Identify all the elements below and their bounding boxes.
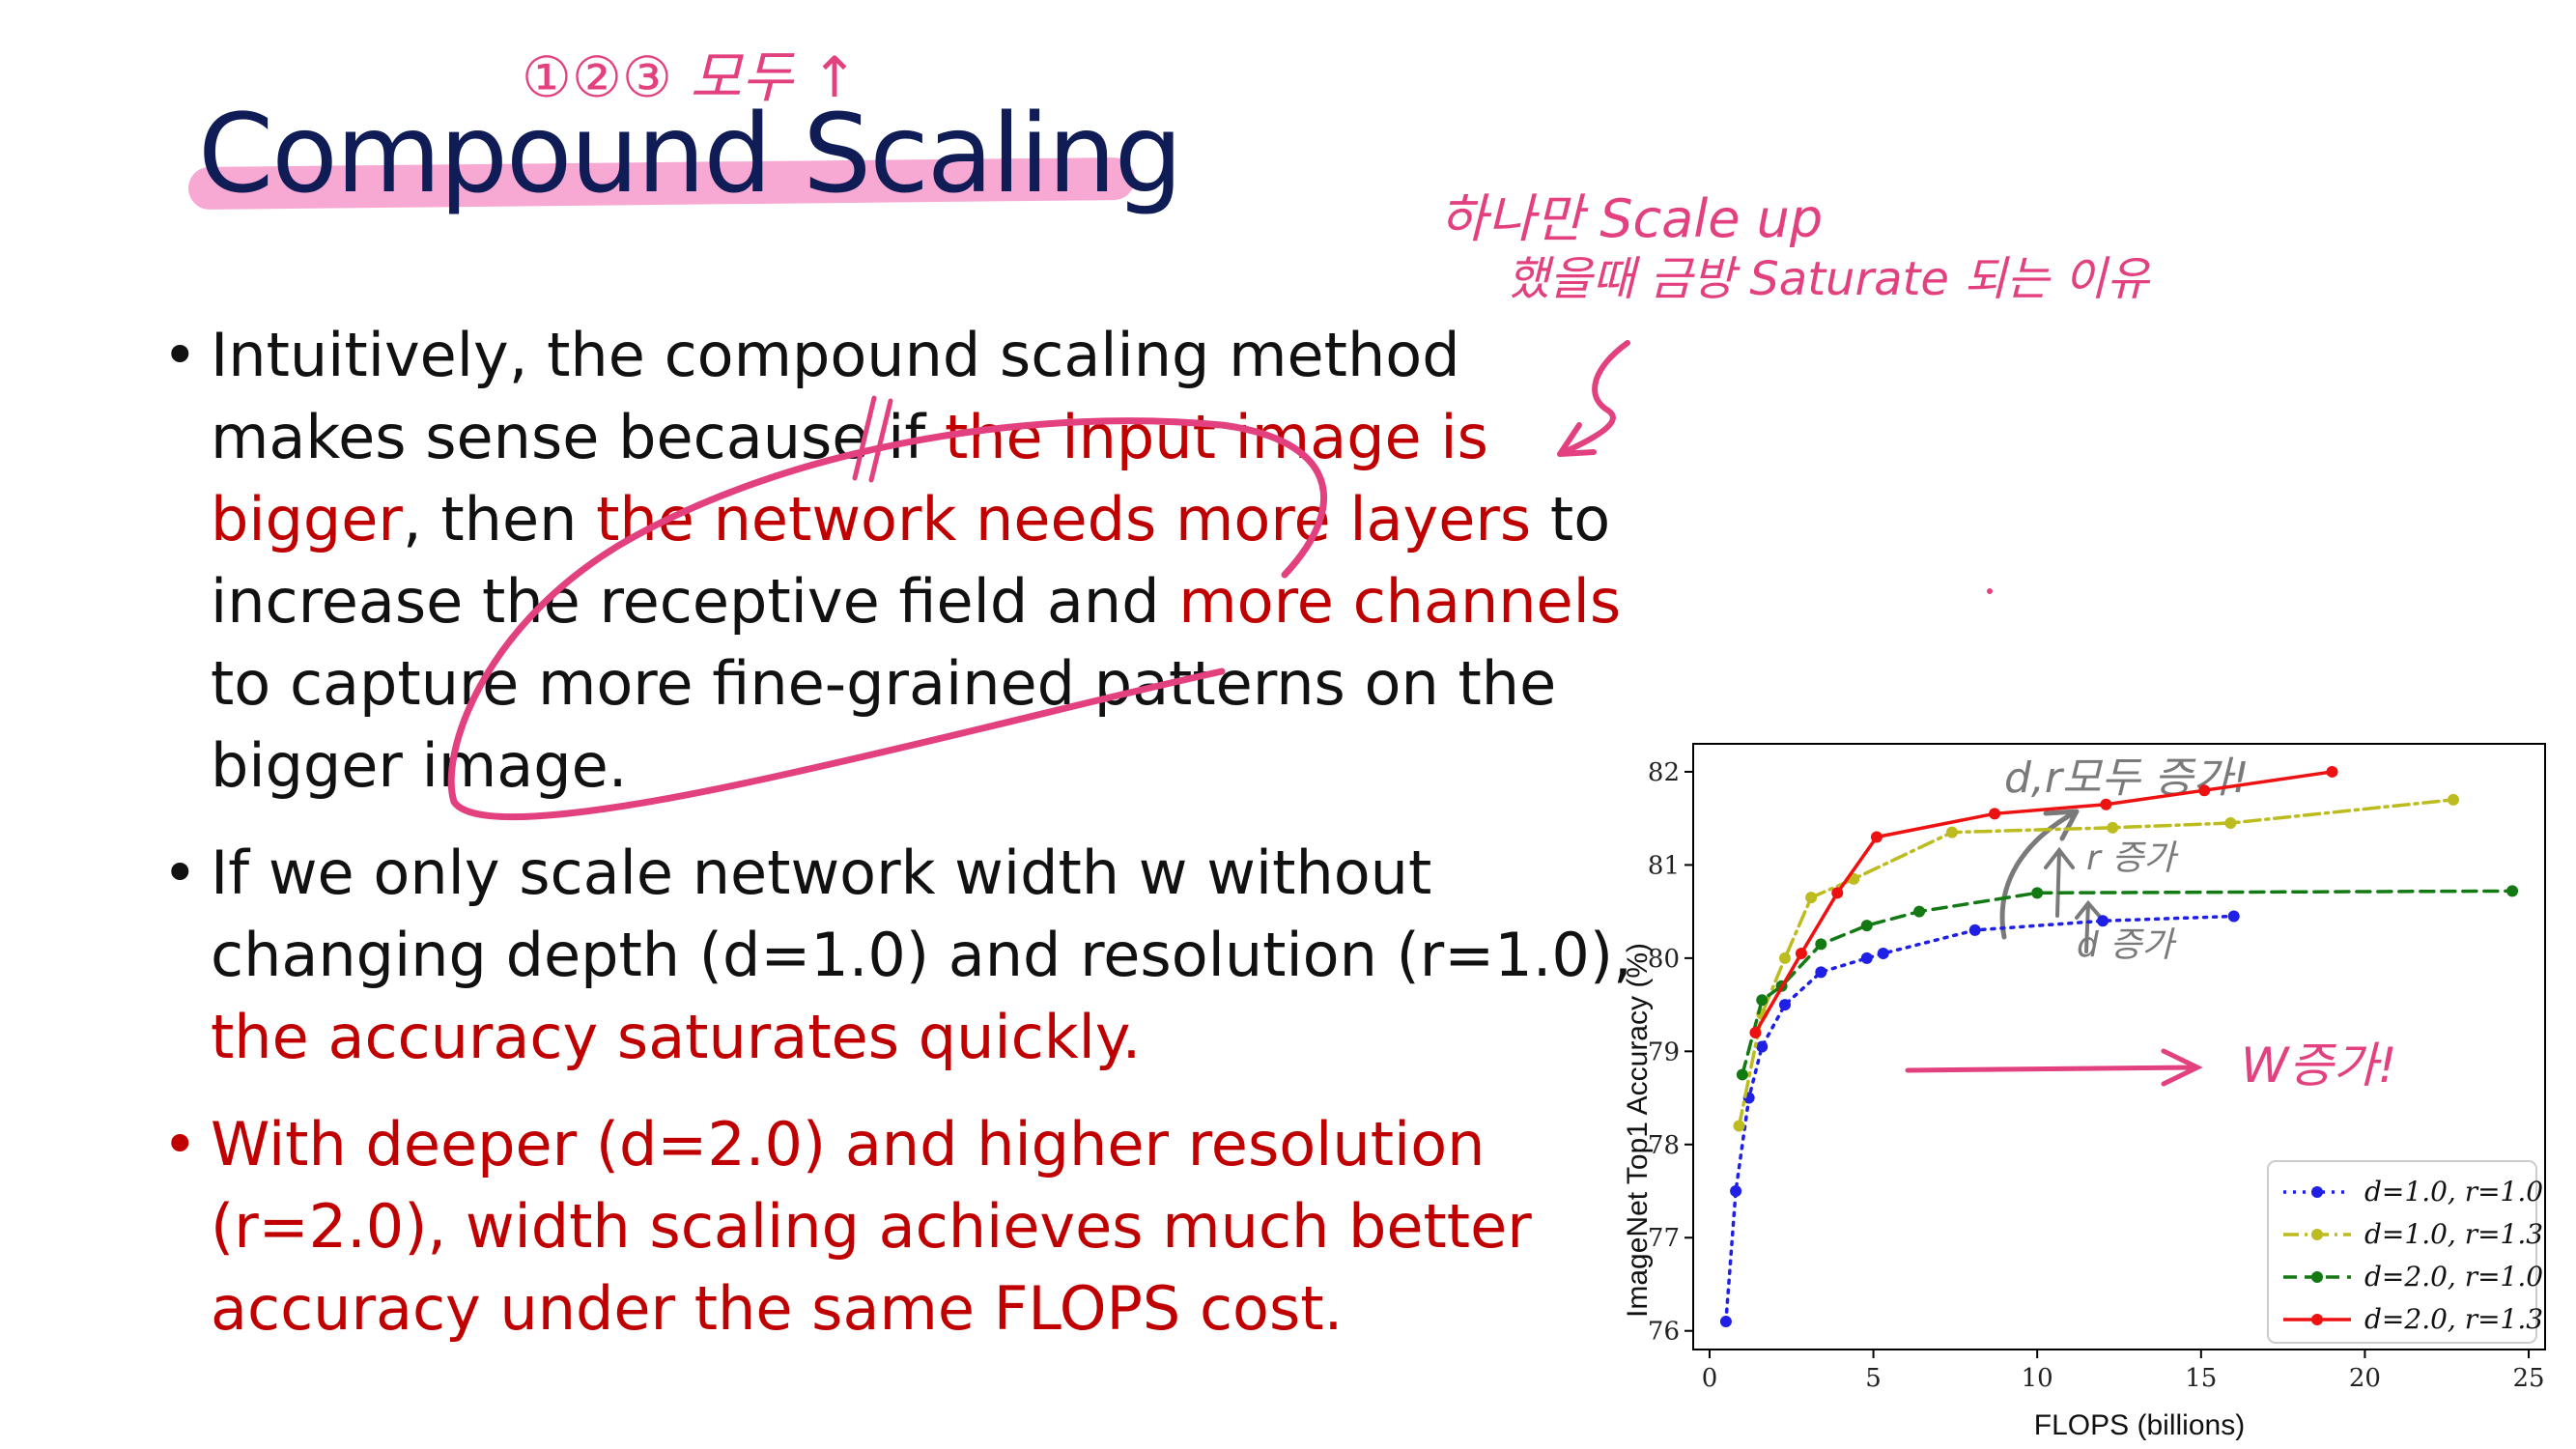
- series-2: [1736, 885, 2519, 1081]
- bullet-dot: •: [162, 838, 198, 908]
- bullet-text-emphasis: more channels: [1178, 566, 1622, 637]
- data-point: [1778, 999, 1791, 1011]
- data-point: [1968, 923, 1981, 936]
- y-tick-label: 79: [1648, 1037, 1680, 1066]
- data-point: [2326, 765, 2338, 778]
- bullet-item-intuition: • Intuitively, the compound scaling meth…: [155, 314, 1661, 807]
- legend-swatch-marker: [2311, 1314, 2323, 1325]
- bullet-text-emphasis: With deeper (d=2.0) and higher resolutio…: [211, 1109, 1532, 1344]
- data-point: [1756, 994, 1769, 1007]
- data-point: [1913, 905, 1926, 918]
- series-line: [1737, 798, 2455, 1128]
- data-point: [1730, 1185, 1742, 1198]
- y-tick-label: 76: [1648, 1318, 1680, 1347]
- plot-frame: [1692, 743, 2546, 1350]
- x-tick-label: 0: [1702, 1364, 1718, 1393]
- series-0: [1719, 910, 2240, 1328]
- bullet-text-segment: If we only scale network width w without…: [211, 838, 1632, 990]
- x-tick-label: 25: [2512, 1364, 2544, 1393]
- bullet-text-emphasis: the accuracy saturates quickly.: [211, 1002, 1142, 1072]
- data-point: [2107, 821, 2119, 834]
- series-line: [1724, 914, 2236, 1323]
- data-point: [2448, 793, 2460, 806]
- data-point: [2224, 816, 2237, 829]
- data-point: [2227, 910, 2240, 923]
- series-line: [1753, 770, 2335, 1035]
- chart-series-layer: [1719, 765, 2519, 1328]
- legend-label: d=2.0, r=1.3: [2364, 1303, 2543, 1335]
- y-axis-title: ImageNet Top1 Accuracy (%): [1622, 943, 1654, 1318]
- bullet-item-deeper: • With deeper (d=2.0) and higher resolut…: [155, 1103, 1661, 1350]
- bullet-text-segment: , then: [402, 484, 597, 554]
- legend-box: [2267, 1160, 2537, 1344]
- data-point: [1877, 948, 1889, 960]
- y-tick-label: 82: [1648, 758, 1680, 787]
- x-tick-label: 15: [2185, 1364, 2217, 1393]
- bullet-dot: •: [162, 1109, 198, 1179]
- bullet-item-width-only: • If we only scale network width w witho…: [155, 832, 1661, 1078]
- legend-swatch-marker: [2311, 1186, 2323, 1198]
- data-point: [2198, 784, 2211, 797]
- bullet-list: • Intuitively, the compound scaling meth…: [155, 314, 1661, 1375]
- data-point: [1815, 966, 1827, 979]
- data-point: [2506, 885, 2519, 897]
- legend-swatch-marker: [2311, 1271, 2323, 1283]
- data-point: [1719, 1316, 1732, 1328]
- data-point: [2097, 915, 2109, 927]
- y-tick-label: 77: [1648, 1224, 1680, 1253]
- data-point: [2031, 887, 2044, 899]
- chart-legend: d=1.0, r=1.0 d=1.0, r=1.3 d=2.0, r=1.0 d=2.…: [2267, 1160, 2543, 1344]
- y-tick-label: 81: [1648, 851, 1680, 880]
- chart-axes: 0 5 10 15 20 25 76 77 78 79 80 81 82: [1648, 743, 2546, 1393]
- ink-note-line2: 했을때 금방 Saturate 되는 이유: [1507, 252, 2151, 306]
- data-point: [1989, 808, 2001, 820]
- legend-swatch-marker: [2311, 1229, 2323, 1240]
- data-point: [1870, 831, 1882, 843]
- slide-title: Compound Scaling: [198, 92, 1183, 217]
- data-point: [1736, 1068, 1748, 1081]
- data-point: [1860, 920, 1873, 932]
- legend-label: d=2.0, r=1.0: [2364, 1261, 2543, 1293]
- legend-label: d=1.0, r=1.3: [2364, 1218, 2543, 1250]
- y-tick-label: 78: [1648, 1131, 1680, 1160]
- data-point: [1749, 1027, 1762, 1039]
- data-point: [2100, 798, 2112, 810]
- y-tick-label: 80: [1648, 945, 1680, 974]
- data-point: [1795, 948, 1807, 960]
- x-tick-label: 5: [1865, 1364, 1882, 1393]
- ink-note-line1: 하나만 Scale up: [1439, 188, 1823, 249]
- bullet-text-segment: to capture more fine-grained patterns on…: [211, 648, 1557, 801]
- data-point: [1805, 892, 1818, 904]
- series-1: [1733, 793, 2460, 1132]
- data-point: [1831, 887, 1844, 899]
- series-line: [1741, 889, 2514, 1077]
- series-3: [1749, 765, 2338, 1039]
- x-tick-label: 10: [2022, 1364, 2053, 1393]
- ink-dot: [1987, 588, 1993, 594]
- data-point: [1815, 938, 1827, 951]
- data-point: [1945, 826, 1958, 838]
- data-point: [1756, 1040, 1769, 1053]
- data-point: [1778, 952, 1791, 964]
- bullet-dot: •: [162, 320, 198, 390]
- legend-label: d=1.0, r=1.0: [2364, 1176, 2543, 1208]
- bullet-text-emphasis: the network needs more layers: [596, 484, 1532, 554]
- data-point: [1860, 952, 1873, 964]
- data-point: [1733, 1120, 1745, 1132]
- x-tick-label: 20: [2349, 1364, 2381, 1393]
- x-axis-title: FLOPS (billions): [2034, 1409, 2245, 1441]
